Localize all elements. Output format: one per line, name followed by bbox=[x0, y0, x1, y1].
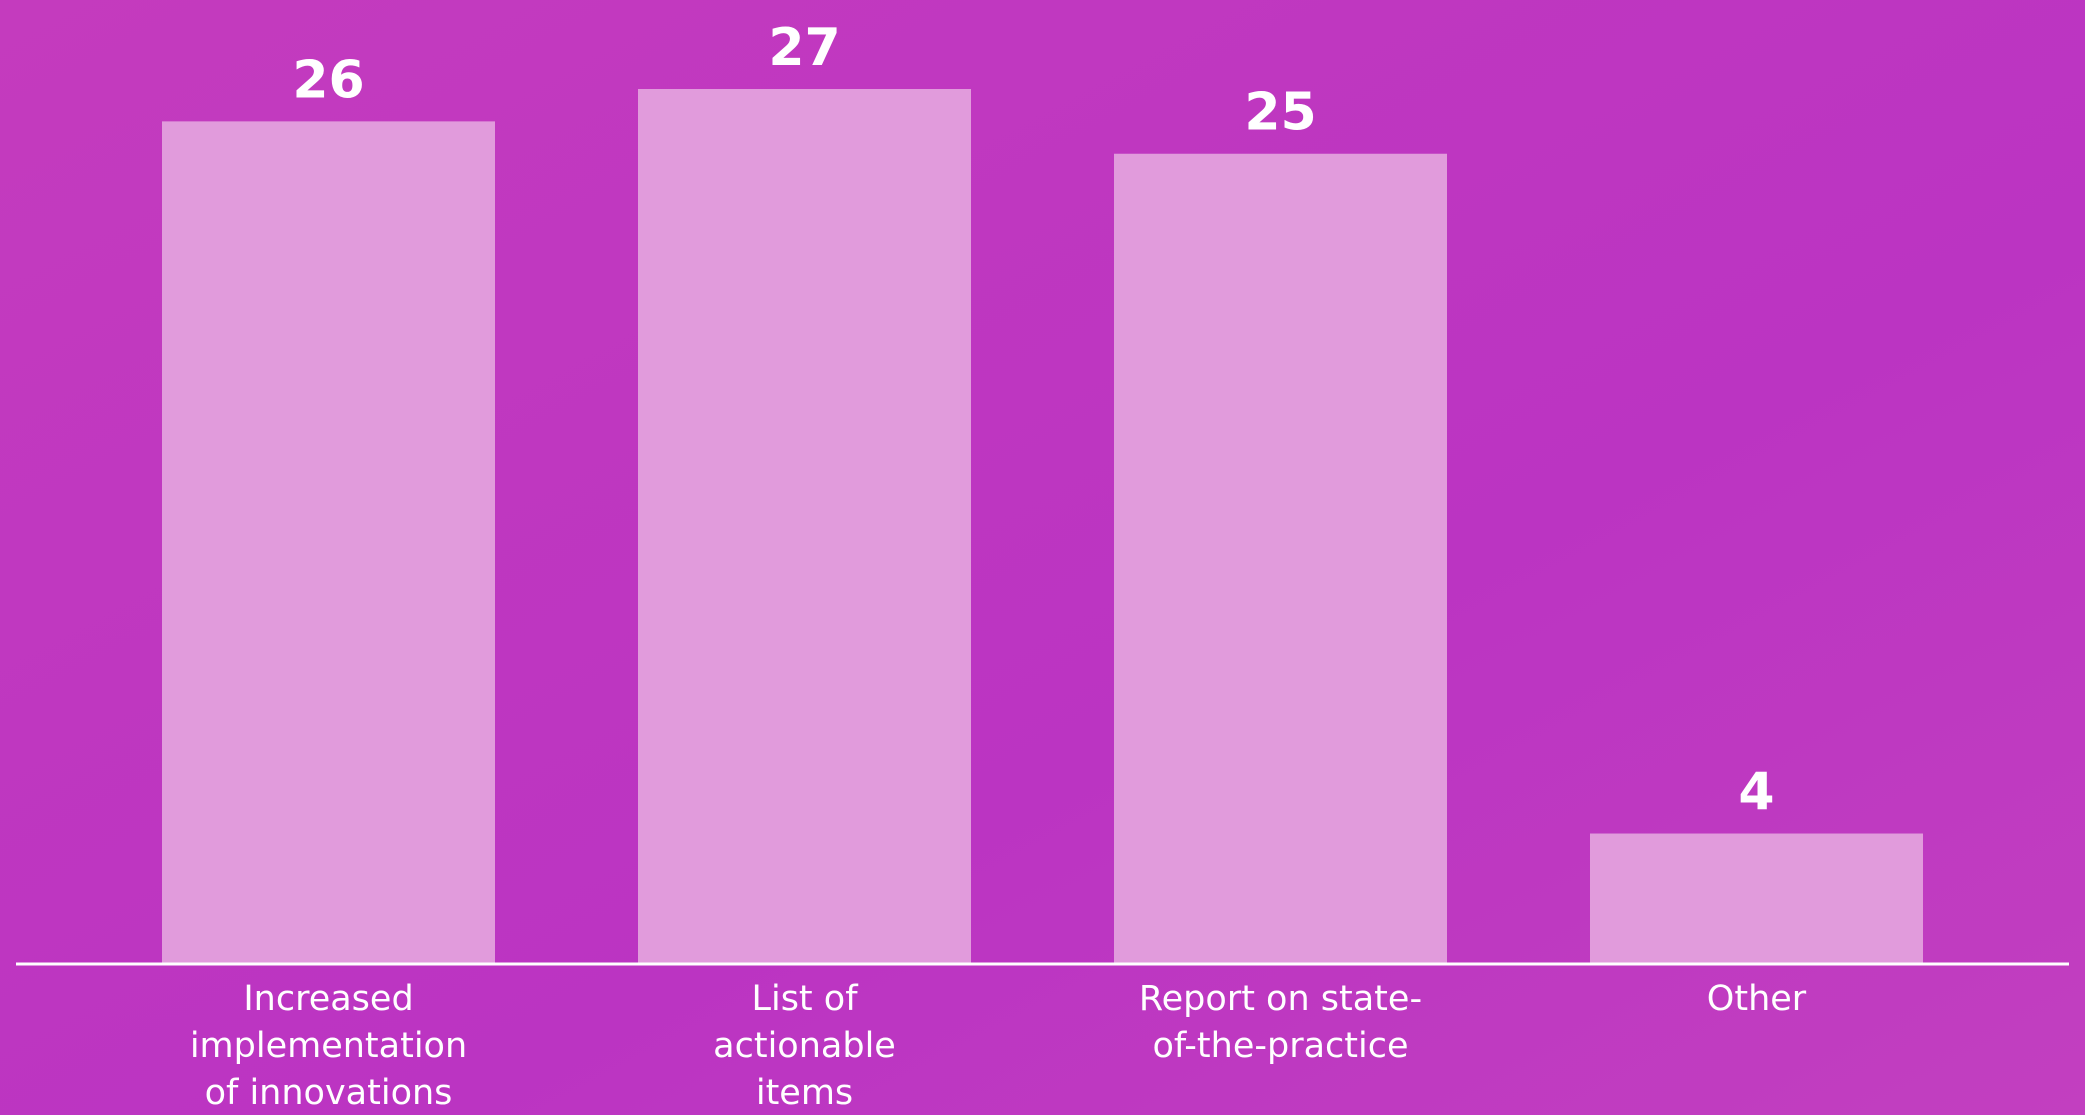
bar bbox=[162, 121, 495, 964]
value-label: 27 bbox=[768, 18, 840, 78]
bar bbox=[638, 89, 971, 963]
x-tick-label: actionable bbox=[713, 1026, 896, 1066]
x-tick-label: Other bbox=[1707, 979, 1807, 1019]
bar bbox=[1590, 833, 1923, 963]
bar bbox=[1114, 153, 1447, 964]
x-tick-label: of-the-practice bbox=[1152, 1026, 1408, 1066]
x-tick-label: of innovations bbox=[205, 1073, 453, 1113]
x-tick-label: Increased bbox=[243, 979, 413, 1019]
value-label: 4 bbox=[1738, 763, 1774, 823]
value-label: 25 bbox=[1244, 83, 1316, 143]
value-label: 26 bbox=[292, 50, 364, 110]
x-tick-label: items bbox=[756, 1073, 853, 1113]
x-tick-label: implementation bbox=[190, 1026, 467, 1066]
x-tick-label: Report on state- bbox=[1139, 979, 1422, 1019]
x-tick-label: List of bbox=[751, 979, 858, 1019]
